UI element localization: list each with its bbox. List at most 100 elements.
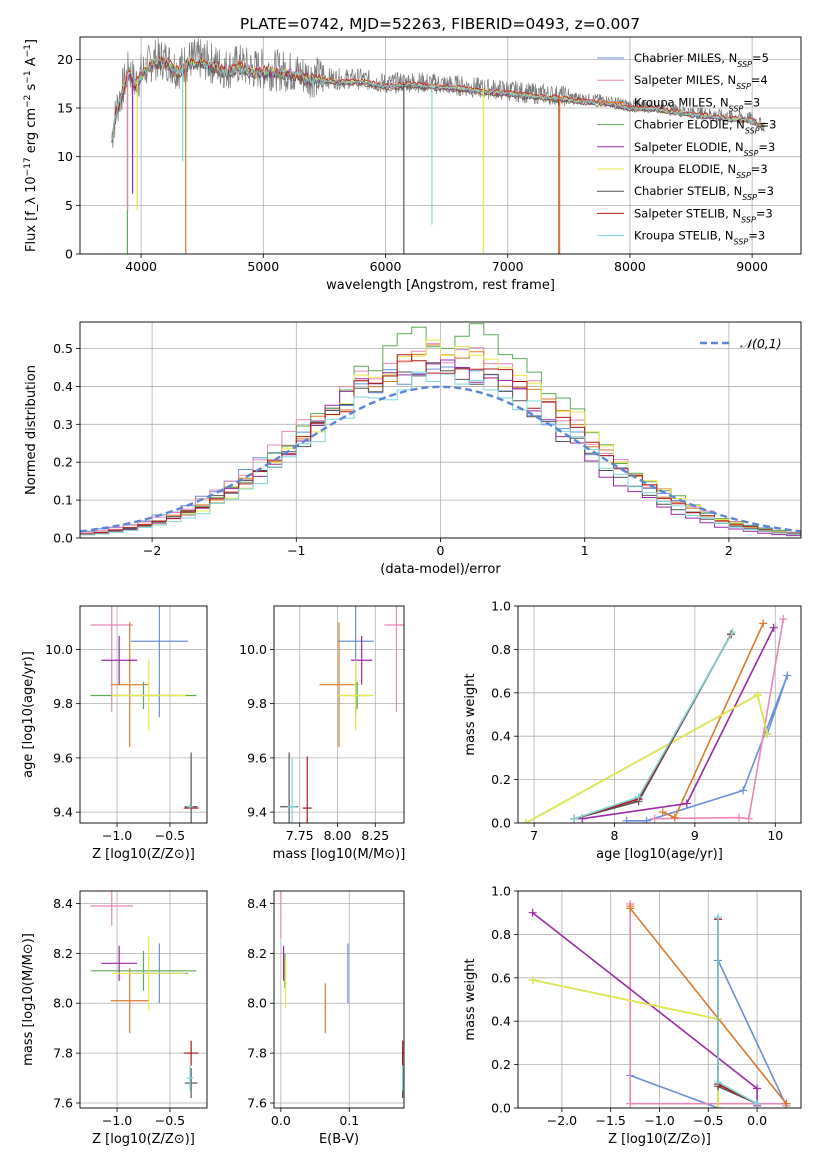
weight-marker [626, 902, 635, 911]
panel-Z-mass: −1.0 −0.5 7.6 7.8 8.0 8.2 8.4 Z [log10(Z/Z⊙)] ma… [21, 890, 208, 1147]
weight-marker [650, 814, 659, 823]
panel-age-weight: 7 8 9 10 0.0 0.2 0.4 0.6 0.8 1.0 age [log10(age/yr… [463, 599, 802, 862]
y-tick-label: 0.0 [491, 1101, 511, 1116]
weight-marker [622, 816, 631, 823]
y-tick-label: 5 [65, 198, 73, 213]
x-axis-label: E(B-V) [319, 1132, 359, 1147]
x-tick-label: −2.0 [547, 1113, 577, 1128]
residual-histogram-step [80, 366, 801, 535]
y-axis-label: mass [log10(M/M⊙)] [21, 933, 36, 1066]
y-axis-label: mass weight [463, 958, 478, 1040]
panel-residuals: −2 −1 0 1 2 0.0 0.1 0.2 0.3 0.4 0.5 (data-model)/er… [24, 321, 802, 577]
y-tick-label: 8.0 [53, 996, 73, 1011]
y-tick-label: 9.8 [53, 696, 73, 711]
plot-area [528, 900, 791, 1108]
weight-marker [528, 975, 537, 984]
legend-entry: Salpeter MILES, NSSP=4 [634, 73, 768, 91]
x-tick-label: 8000 [614, 259, 646, 274]
weight-line [532, 979, 719, 1108]
y-tick-label: 0.2 [491, 772, 511, 787]
x-tick-label: 7.75 [286, 828, 314, 843]
axes-frame [79, 321, 802, 539]
legend-entry: Chabrier MILES, NSSP=5 [634, 51, 769, 69]
legend-entry: Salpeter STELIB, NSSP=3 [634, 206, 773, 224]
x-tick-label: 1 [581, 543, 589, 558]
y-tick-label: 0.5 [53, 341, 73, 356]
panel-mass-age: 7.75 8.00 8.25 9.4 9.6 9.8 10.0 mass [log10(M/M… [239, 605, 406, 862]
grid [274, 891, 404, 1108]
weight-marker [570, 814, 579, 823]
weight-marker [739, 786, 748, 795]
legend-entry: Chabrier ELODIE, NSSP=3 [634, 118, 776, 136]
x-tick-label: 9 [691, 828, 699, 843]
weight-marker [753, 1099, 762, 1108]
x-axis-label: (data-model)/error [380, 562, 501, 577]
axes-frame [79, 890, 208, 1109]
grid [518, 890, 801, 1109]
x-tick-label: 8 [611, 828, 619, 843]
x-tick-label: 7000 [492, 259, 524, 274]
y-tick-label: 1.0 [491, 599, 511, 614]
panel-spectrum: 4000 5000 6000 7000 8000 9000 0 5 10 15 20 waveleng… [23, 36, 802, 293]
y-tick-label: 0.8 [491, 642, 511, 657]
y-tick-label: 9.8 [247, 696, 267, 711]
x-tick-label: 5000 [247, 259, 279, 274]
residual-histogram-step [80, 359, 801, 537]
weight-marker [735, 813, 744, 822]
y-tick-label: 0 [65, 247, 73, 262]
weight-marker [779, 615, 788, 624]
x-tick-label: 10 [767, 828, 783, 843]
y-tick-label: 0.4 [491, 1014, 511, 1029]
x-tick-label: 0.1 [339, 1113, 359, 1128]
x-tick-label: 0.0 [271, 1113, 291, 1128]
weight-line [717, 919, 758, 1105]
legend-entry: Chabrier STELIB, NSSP=3 [634, 184, 774, 202]
observed-spectrum [111, 38, 765, 148]
model-spectrum-line [111, 58, 765, 143]
y-tick-label: 9.6 [247, 750, 267, 765]
x-axis-label: Z [log10(Z/Z⊙)] [92, 847, 195, 862]
weight-line [574, 631, 734, 820]
y-tick-label: 10.0 [239, 642, 267, 657]
y-tick-label: 0.6 [491, 970, 511, 985]
weight-line [654, 618, 785, 820]
x-tick-label: −0.5 [155, 828, 185, 843]
panel-Z-weight: −2.0 −1.5 −1.0 −0.5 0.0 0.0 0.2 0.4 0.6 0.8 1.0 Z [… [463, 884, 802, 1147]
weight-line [574, 633, 732, 820]
x-axis-label: mass [log10(M/M⊙)] [273, 847, 406, 862]
y-tick-label: 0.8 [491, 927, 511, 942]
plot-area [280, 606, 404, 823]
y-tick-label: 0.4 [491, 729, 511, 744]
y-tick-label: 8.0 [247, 996, 267, 1011]
x-tick-label: −0.5 [155, 1113, 185, 1128]
weight-marker [634, 792, 643, 801]
axes-frame [79, 36, 802, 255]
panel-Z-age: −1.0 −0.5 9.4 9.6 9.8 10.0 Z [log10(Z/Z⊙)] age … [21, 605, 208, 862]
x-tick-label: 8.25 [361, 828, 389, 843]
weight-line [717, 917, 758, 1105]
y-axis-label: mass weight [463, 673, 478, 755]
x-tick-label: −1.5 [596, 1113, 626, 1128]
x-tick-label: 6000 [370, 259, 402, 274]
x-axis-label: wavelength [Angstrom, rest frame] [326, 278, 555, 293]
panel-EBV-mass: 0.0 0.1 7.6 7.8 8.0 8.2 8.4 E(B-V) [247, 890, 405, 1147]
residual-histogram-step [80, 339, 801, 536]
x-axis-label: Z [log10(Z/Z⊙)] [92, 1132, 195, 1147]
weight-marker [753, 1084, 762, 1093]
gaussian-reference-curve [80, 385, 801, 533]
y-tick-label: 9.4 [53, 805, 73, 820]
weight-marker [728, 628, 737, 637]
y-tick-label: 7.8 [53, 1046, 73, 1061]
plot-area [90, 891, 199, 1099]
y-axis-label: Normed distribution [24, 365, 39, 495]
x-tick-label: 0.0 [747, 1113, 767, 1128]
y-tick-label: 0.4 [53, 379, 73, 394]
weight-marker [682, 799, 691, 808]
x-tick-label: −1.0 [102, 828, 132, 843]
legend-entry: Kroupa MILES, NSSP=3 [634, 95, 760, 113]
y-tick-label: 1.0 [491, 884, 511, 899]
weight-marker [759, 619, 768, 628]
y-tick-label: 9.6 [53, 750, 73, 765]
legend-entry: 𝒩(0,1) [740, 336, 782, 351]
